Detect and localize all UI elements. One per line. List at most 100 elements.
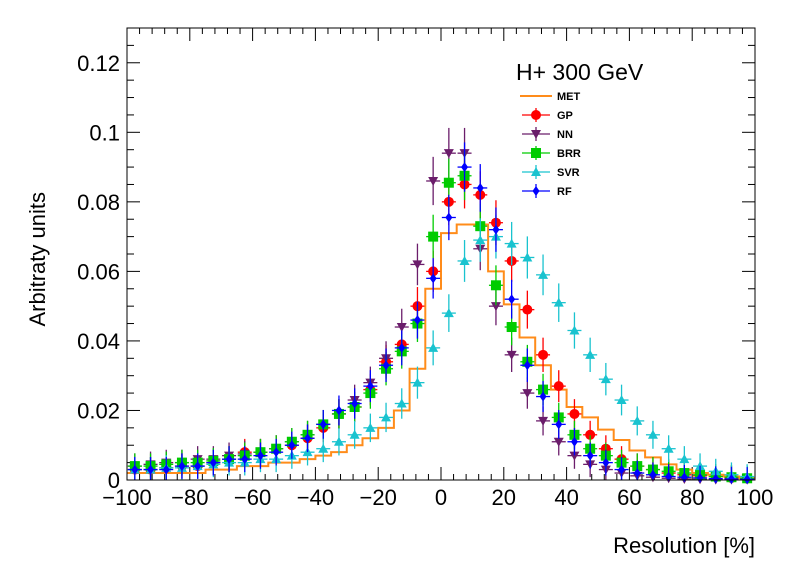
data-point [506,350,517,360]
data-point [428,231,439,242]
data-point [538,416,549,426]
x-tick-label: 60 [617,485,641,510]
data-point [349,429,360,439]
legend-item-met: MET [520,91,581,103]
data-point [632,415,643,425]
data-point [366,381,374,392]
data-point [538,269,549,279]
data-point [553,437,564,447]
data-point [633,468,641,479]
legend-label: BRR [557,148,581,160]
data-point [600,374,611,384]
histogram-met [127,223,755,480]
legend-item-svr: SVR [522,165,580,179]
data-point [570,436,578,447]
legend-item-nn: NN [522,127,573,141]
y-tick-label: 0.12 [77,51,120,76]
y-tick-label: 0.06 [77,259,120,284]
y-tick-labels: 0 0.02 0.04 0.06 0.08 0.1 0.12 [77,51,120,493]
data-point [555,419,563,430]
x-tick-label: −40 [297,485,334,510]
legend-marker [531,130,541,139]
data-point [585,429,596,440]
data-point [522,252,533,262]
data-point [647,429,658,439]
x-axis-title: Resolution [%] [613,533,755,558]
data-point [522,304,533,315]
series-rf [127,142,755,485]
legend-label: MET [557,91,581,103]
x-tick-label: −20 [360,485,397,510]
data-point [522,389,533,399]
legend-label: GP [557,110,573,122]
plot-frame [126,27,756,481]
data-point [665,471,673,482]
data-point [381,412,392,422]
data-point [459,255,470,265]
data-point [319,419,327,430]
data-point [318,443,329,453]
y-tick-label: 0.08 [77,190,120,215]
x-tick-label: 20 [492,485,516,510]
data-point [602,457,610,468]
x-tick-label: 0 [435,485,447,510]
x-tick-label: −100 [102,485,152,510]
data-point [475,235,486,245]
data-point [538,349,549,360]
data-point [727,473,735,484]
data-point [241,454,249,465]
data-point [492,224,500,235]
data-point [649,469,657,480]
legend: H+ 300 GeV MET GP NN BRR SVR RF [516,59,644,198]
data-point [225,454,233,465]
data-point [663,443,674,453]
x-tick-label: 80 [680,485,704,510]
data-point [695,461,706,471]
legend-marker [531,167,541,176]
y-tick-label: 0.1 [89,120,120,145]
legend-label: RF [557,186,572,198]
data-point [679,454,690,464]
data-point [569,325,580,335]
legend-item-gp: GP [522,108,573,122]
legend-item-rf: RF [522,184,572,198]
data-point [365,422,376,432]
data-point [209,457,217,468]
legend-marker [531,148,541,158]
data-point [443,177,454,188]
data-point [147,464,155,475]
data-point [586,450,594,461]
data-point [398,342,406,353]
data-point [569,451,580,461]
data-point [490,302,501,312]
data-point [412,260,423,270]
x-tick-label: 40 [554,485,578,510]
y-tick-label: 0 [108,468,120,493]
data-point [412,377,423,387]
data-point [569,408,580,419]
data-point [396,323,407,333]
series-met [127,223,755,480]
data-point [428,176,439,186]
data-point [461,162,469,173]
data-point [506,322,517,333]
data-point [445,212,453,223]
chart-title: H+ 300 GeV [516,59,644,85]
data-point [429,273,437,284]
legend-item-brr: BRR [522,146,581,160]
data-point [131,464,139,475]
data-point [351,398,359,409]
y-tick-label: 0.04 [77,329,120,354]
data-point [743,474,751,485]
data-point [443,149,454,159]
data-point [335,405,343,416]
data-point [712,473,720,484]
data-point [618,464,626,475]
data-point [256,450,264,461]
x-tick-labels: −100 −80 −60 −40 −20 0 20 40 60 80 100 [102,485,773,510]
data-point [616,395,627,405]
data-point [272,447,280,458]
data-point [382,360,390,371]
data-point [476,182,484,193]
